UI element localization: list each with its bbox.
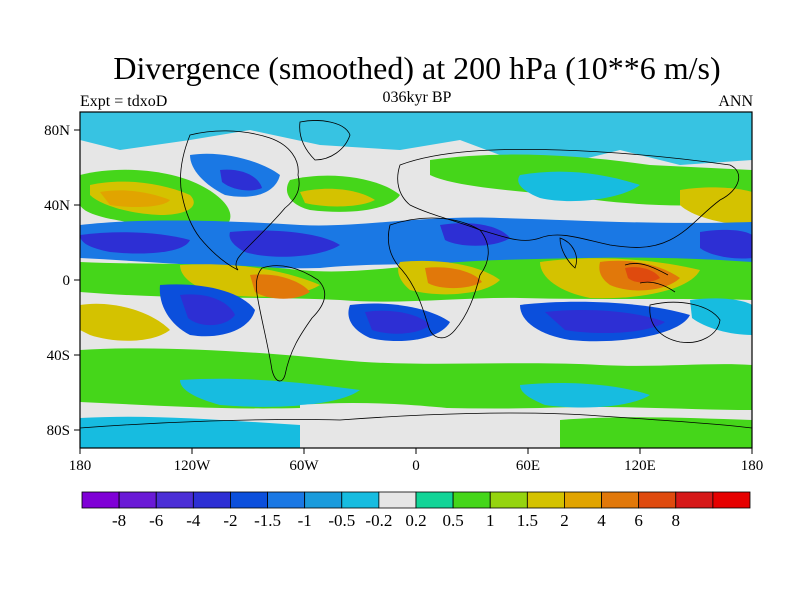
colorbar-label: -8 — [112, 511, 126, 530]
colorbar: -8 -6 -4 -2 -1.5 -1 -0.5 -0.2 0.2 0.5 1 1.5 2 4 6 8 — [81, 491, 751, 530]
colorbar-label: -1 — [298, 511, 312, 530]
colorbar-swatch — [712, 491, 751, 509]
colorbar-swatch — [230, 491, 268, 509]
coastlines — [80, 120, 752, 429]
field-blue-band-north — [80, 217, 752, 269]
field-yellow-southpacific — [80, 303, 170, 341]
field-cyan-north — [80, 112, 752, 170]
field-cyan-australia — [690, 298, 752, 335]
colorbar-label: -0.5 — [328, 511, 355, 530]
colorbar-label: -0.2 — [365, 511, 392, 530]
field-cyan-eurasia — [518, 171, 640, 202]
season-label: ANN — [718, 93, 753, 110]
field-darkblue-pacific — [80, 232, 190, 254]
field-darkblue-southatlantic — [365, 310, 430, 334]
plot-title: Divergence (smoothed) at 200 hPa (10**6 … — [113, 50, 721, 86]
lon-tick-60w: 60W — [289, 458, 319, 474]
colorbar-swatch — [81, 491, 120, 509]
coast-india — [559, 237, 577, 269]
lat-tick-80n: 80N — [44, 123, 70, 139]
coast-antarctica — [80, 412, 752, 429]
field-orange-africa — [425, 267, 482, 289]
coast-greenland — [299, 120, 351, 161]
lon-axis: 180 120W 60W 0 60E 120E 180 — [69, 448, 764, 474]
field-orange-southamerica — [250, 274, 310, 299]
colorbar-label: -1.5 — [254, 511, 281, 530]
colorbar-label: 0.5 — [442, 511, 463, 530]
coast-maritime — [624, 263, 676, 293]
lat-tick-40s: 40S — [47, 348, 70, 364]
colorbar-label: 0.2 — [405, 511, 426, 530]
lat-tick-40n: 40N — [44, 198, 70, 214]
colorbar-swatch — [341, 491, 380, 509]
field-red-maritime — [625, 267, 660, 283]
coast-south-america — [255, 265, 326, 382]
colorbar-swatch — [267, 491, 306, 509]
field-cyan-south — [180, 378, 360, 407]
lat-axis: 80N 40N 0 40S 80S — [44, 123, 80, 439]
colorbar-label: 4 — [597, 511, 606, 530]
coast-eurasia — [397, 148, 740, 248]
colorbar-label: 2 — [560, 511, 569, 530]
coast-australia — [649, 301, 721, 343]
field-yellow-atlantic-north — [300, 188, 375, 207]
colorbar-swatch — [489, 491, 528, 509]
colorbar-swatch — [118, 491, 157, 509]
colorbar-label: -6 — [149, 511, 163, 530]
colorbar-swatch — [638, 491, 677, 509]
field-green-antarctic — [560, 417, 752, 448]
field-darkblue-atlantic — [229, 230, 340, 257]
colorbar-label: 6 — [634, 511, 643, 530]
field-darkblue-southindian — [545, 310, 665, 334]
colorbar-swatch — [526, 491, 565, 509]
colorbar-label: -2 — [223, 511, 237, 530]
field-cyan-south-indian — [520, 383, 650, 408]
map-panel — [80, 112, 752, 448]
lon-tick-120e: 120E — [624, 458, 656, 474]
field-darkblue-westpacific — [700, 229, 752, 259]
field-orange-northwest — [100, 190, 170, 208]
field-darkblue-africa — [440, 223, 510, 246]
lat-tick-0: 0 — [63, 273, 71, 289]
experiment-label: Expt = tdxoD — [80, 93, 168, 110]
coast-north-america — [180, 130, 300, 271]
field-darkblue-canada — [220, 169, 262, 191]
colorbar-swatch — [675, 491, 714, 509]
colorbar-label: -4 — [186, 511, 201, 530]
lon-tick-60e: 60E — [516, 458, 540, 474]
field-gray-antarctic — [300, 402, 480, 448]
colorbar-swatch — [378, 491, 417, 509]
field-darkblue-southpacific — [180, 294, 235, 326]
colorbar-label: 1 — [486, 511, 495, 530]
colorbar-label: 1.5 — [517, 511, 538, 530]
lon-tick-180e: 180 — [741, 458, 764, 474]
colorbar-label: 8 — [672, 511, 681, 530]
lon-tick-0: 0 — [412, 458, 420, 474]
plot-subtitle: 036kyr BP — [382, 89, 452, 106]
colorbar-swatch — [155, 491, 194, 509]
field-yellow-pacific-nw — [680, 187, 752, 225]
colorbar-swatch — [564, 491, 602, 509]
colorbar-swatch — [452, 491, 491, 509]
colorbar-swatch — [304, 491, 343, 509]
colorbar-swatch — [415, 491, 454, 509]
lon-tick-120w: 120W — [174, 458, 212, 474]
colorbar-swatch — [192, 491, 231, 509]
lon-tick-180w: 180 — [69, 458, 92, 474]
lat-tick-80s: 80S — [47, 423, 70, 439]
coast-africa — [387, 217, 489, 339]
colorbar-swatch — [601, 491, 640, 509]
